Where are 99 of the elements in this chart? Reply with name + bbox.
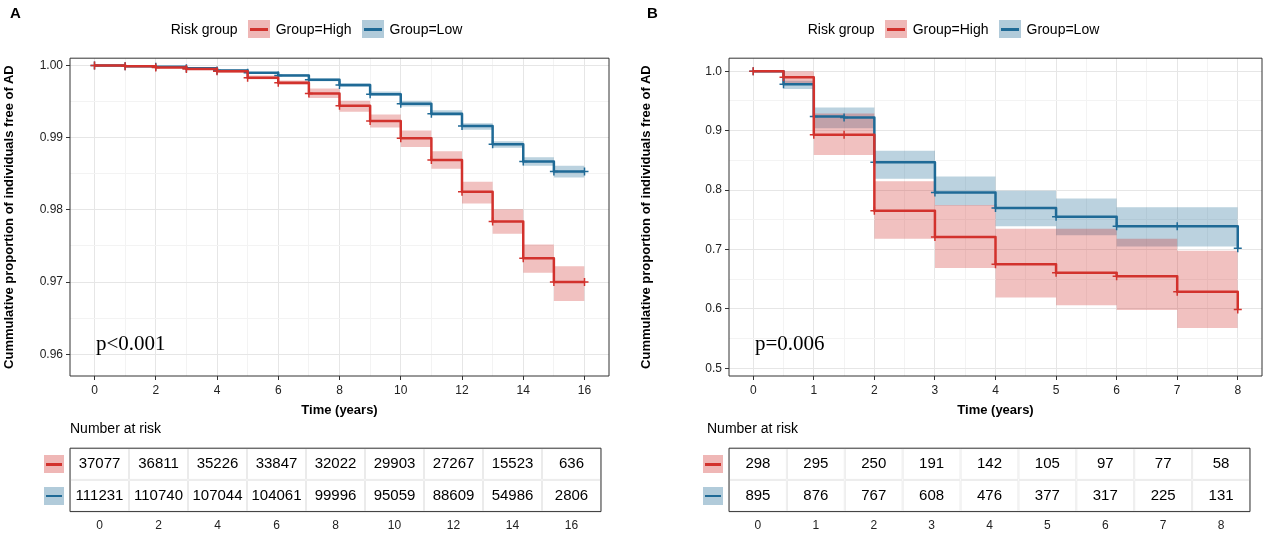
x-tick-label: 12 (455, 382, 469, 397)
data-label: 2806 (554, 485, 589, 503)
legend-label: Group=Low (389, 21, 463, 37)
x-tick-label: 3 (931, 382, 939, 397)
data-label: 895 (745, 485, 771, 503)
x-tick-label: 14 (505, 518, 520, 533)
y-tick-label: 0.96 (39, 346, 64, 361)
data-label: 97 (1096, 454, 1114, 472)
y-tick-label: 0.8 (705, 182, 723, 197)
legend-label: Group=High (275, 21, 352, 37)
data-label: 876 (803, 485, 829, 503)
x-tick-label: 2 (870, 518, 878, 533)
data-label: 37077 (78, 454, 121, 472)
chart-title: Number at risk (69, 420, 163, 438)
x-tick-label: 16 (564, 518, 579, 533)
data-label: 377 (1034, 485, 1060, 503)
x-tick-label: 4 (986, 518, 994, 533)
x-tick-label: 4 (992, 382, 1000, 397)
x-tick-label: 1 (812, 518, 820, 533)
x-tick-label: 8 (1217, 518, 1225, 533)
x-tick-label: 4 (214, 518, 222, 533)
data-label: 191 (919, 454, 945, 472)
x-tick-label: 2 (152, 382, 160, 397)
y-tick-label: 0.5 (705, 360, 723, 375)
data-label: 295 (803, 454, 829, 472)
x-tick-label: 3 (928, 518, 936, 533)
y-tick-label: 0.9 (705, 122, 723, 137)
legend-label: Group=High (912, 21, 989, 37)
legend-label: Group=Low (1026, 21, 1100, 37)
chart-title: B (647, 4, 658, 21)
data-label: 88609 (432, 485, 475, 503)
data-label: 608 (919, 485, 945, 503)
data-label: 104061 (251, 485, 302, 503)
chart-title: Number at risk (706, 420, 800, 438)
data-label: 99996 (314, 485, 357, 503)
legend-title: Risk group (170, 21, 238, 37)
legend-title: Risk group (807, 21, 875, 37)
x-tick-label: 0 (96, 518, 104, 533)
x-tick-label: 2 (871, 382, 879, 397)
data-label: 29903 (373, 454, 416, 472)
x-tick-label: 5 (1052, 382, 1060, 397)
y-tick-label: 0.97 (39, 274, 64, 289)
data-label: 111231 (75, 485, 124, 503)
x-tick-label: 14 (516, 382, 531, 397)
x-axis-title: Time (years) (301, 401, 378, 417)
data-label: 767 (861, 485, 887, 503)
x-tick-label: 10 (394, 382, 408, 397)
data-label: 36811 (138, 454, 179, 472)
data-label: 35226 (196, 454, 239, 472)
data-label: 33847 (255, 454, 298, 472)
y-axis-title: Cummulative proportion of individuals free of AD (638, 65, 654, 369)
data-label: 317 (1092, 485, 1118, 503)
x-tick-label: 2 (155, 518, 163, 533)
x-tick-label: 0 (91, 382, 99, 397)
y-tick-label: 1.00 (39, 57, 64, 72)
y-axis-title: Cummulative proportion of individuals free of AD (1, 65, 17, 369)
data-label: 15523 (491, 454, 534, 472)
data-label: 298 (745, 454, 771, 472)
x-tick-label: 7 (1173, 382, 1181, 397)
annotation: p<0.001 (96, 331, 166, 355)
data-label: 107044 (192, 485, 243, 503)
x-tick-label: 6 (273, 518, 281, 533)
x-tick-label: 6 (1101, 518, 1109, 533)
annotation: p=0.006 (755, 331, 825, 355)
data-label: 58 (1212, 454, 1230, 472)
chart-title: A (10, 4, 21, 21)
data-label: 131 (1208, 485, 1234, 503)
x-tick-label: 0 (749, 382, 757, 397)
x-tick-label: 4 (213, 382, 221, 397)
x-tick-label: 6 (274, 382, 282, 397)
y-tick-label: 0.99 (39, 129, 64, 144)
data-label: 142 (976, 454, 1003, 472)
data-label: 105 (1034, 454, 1060, 472)
data-label: 27267 (432, 454, 475, 472)
x-tick-label: 16 (577, 382, 592, 397)
x-tick-label: 6 (1113, 382, 1121, 397)
x-tick-label: 7 (1159, 518, 1167, 533)
x-tick-label: 8 (1234, 382, 1242, 397)
data-label: 95059 (373, 485, 416, 503)
y-tick-label: 1.0 (705, 63, 723, 78)
data-label: 110740 (134, 485, 183, 503)
data-label: 77 (1154, 454, 1172, 472)
y-tick-label: 0.6 (705, 301, 723, 316)
data-label: 225 (1150, 485, 1176, 503)
x-tick-label: 1 (810, 382, 818, 397)
data-label: 250 (861, 454, 887, 472)
x-tick-label: 12 (446, 518, 461, 533)
x-axis-title: Time (years) (957, 401, 1034, 417)
data-label: 32022 (314, 454, 357, 472)
data-label: 636 (558, 454, 585, 472)
x-tick-label: 8 (332, 518, 340, 533)
y-tick-label: 0.7 (705, 241, 723, 256)
data-label: 476 (976, 485, 1003, 503)
data-label: 54986 (491, 485, 534, 503)
x-tick-label: 8 (336, 382, 344, 397)
x-tick-label: 0 (754, 518, 762, 533)
x-tick-label: 5 (1044, 518, 1052, 533)
x-tick-label: 10 (387, 518, 402, 533)
y-tick-label: 0.98 (39, 202, 64, 217)
